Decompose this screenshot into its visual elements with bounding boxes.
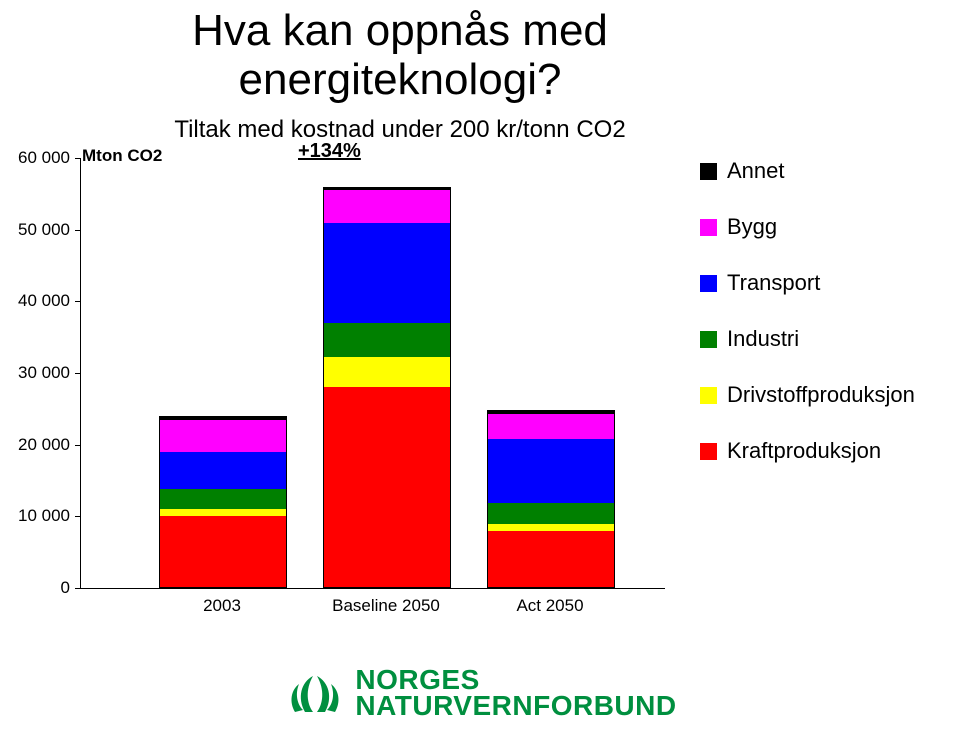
y-tick bbox=[75, 516, 81, 517]
bar-segment-bygg bbox=[487, 414, 615, 439]
legend-item: Drivstoffproduksjon bbox=[700, 382, 950, 408]
y-tick-label: 40 000 bbox=[0, 291, 70, 311]
x-tick-label: Act 2050 bbox=[480, 596, 620, 616]
y-tick-label: 60 000 bbox=[0, 148, 70, 168]
bar-segment-bygg bbox=[323, 190, 451, 222]
y-tick bbox=[75, 445, 81, 446]
legend-swatch bbox=[700, 443, 717, 460]
bar-segment-transport bbox=[487, 439, 615, 504]
y-tick-label: 30 000 bbox=[0, 363, 70, 383]
title-line-1: Hva kan oppnås med bbox=[192, 6, 608, 55]
bar-segment-annet bbox=[487, 410, 615, 414]
legend-label: Kraftproduksjon bbox=[727, 438, 881, 464]
bar-segment-transport bbox=[323, 223, 451, 323]
slide-subtitle: Tiltak med kostnad under 200 kr/tonn CO2 bbox=[120, 116, 680, 144]
title-line-2: energiteknologi? bbox=[239, 55, 562, 104]
naturvernforbund-logo-icon bbox=[283, 672, 347, 714]
legend-item: Transport bbox=[700, 270, 950, 296]
x-tick-label: Baseline 2050 bbox=[316, 596, 456, 616]
y-tick bbox=[75, 158, 81, 159]
bar-segment-drivstoffproduksjon bbox=[159, 509, 287, 516]
y-tick-label: 10 000 bbox=[0, 506, 70, 526]
chart-legend: Annet Bygg Transport Industri Drivstoffprodu… bbox=[700, 158, 950, 494]
y-tick-label: 50 000 bbox=[0, 220, 70, 240]
y-tick bbox=[75, 301, 81, 302]
logo-text: NORGES NATURVERNFORBUND bbox=[355, 667, 676, 720]
y-tick-label: 20 000 bbox=[0, 435, 70, 455]
legend-label: Drivstoffproduksjon bbox=[727, 382, 915, 408]
bar-segment-industri bbox=[159, 489, 287, 509]
legend-label: Annet bbox=[727, 158, 785, 184]
bar-segment-drivstoffproduksjon bbox=[487, 524, 615, 531]
bar-segment-industri bbox=[487, 503, 615, 523]
bar-segment-annet bbox=[159, 416, 287, 420]
legend-label: Transport bbox=[727, 270, 820, 296]
bar-2003 bbox=[159, 416, 287, 588]
bar-segment-kraftproduksjon bbox=[159, 516, 287, 588]
y-tick bbox=[75, 373, 81, 374]
legend-label: Bygg bbox=[727, 214, 777, 240]
legend-label: Industri bbox=[727, 326, 799, 352]
legend-swatch bbox=[700, 387, 717, 404]
logo-text-line2: NATURVERNFORBUND bbox=[355, 690, 676, 721]
bar-segment-kraftproduksjon bbox=[487, 531, 615, 588]
bar-segment-bygg bbox=[159, 420, 287, 452]
legend-swatch bbox=[700, 219, 717, 236]
y-tick bbox=[75, 588, 81, 589]
legend-item: Annet bbox=[700, 158, 950, 184]
bar-segment-annet bbox=[323, 187, 451, 191]
bar-baseline-2050 bbox=[323, 187, 451, 588]
legend-item: Kraftproduksjon bbox=[700, 438, 950, 464]
legend-swatch bbox=[700, 331, 717, 348]
legend-item: Industri bbox=[700, 326, 950, 352]
x-tick-label: 2003 bbox=[152, 596, 292, 616]
slide-title: Hva kan oppnås med energiteknologi? bbox=[120, 6, 680, 105]
footer-logo: NORGES NATURVERNFORBUND bbox=[0, 667, 960, 720]
bar-segment-drivstoffproduksjon bbox=[323, 357, 451, 387]
chart-plot-area bbox=[80, 158, 665, 589]
bar-segment-transport bbox=[159, 452, 287, 489]
y-tick-label: 0 bbox=[0, 578, 70, 598]
legend-item: Bygg bbox=[700, 214, 950, 240]
y-tick bbox=[75, 230, 81, 231]
bar-act-2050 bbox=[487, 410, 615, 588]
legend-swatch bbox=[700, 275, 717, 292]
bar-segment-kraftproduksjon bbox=[323, 387, 451, 588]
legend-swatch bbox=[700, 163, 717, 180]
bar-segment-industri bbox=[323, 323, 451, 357]
